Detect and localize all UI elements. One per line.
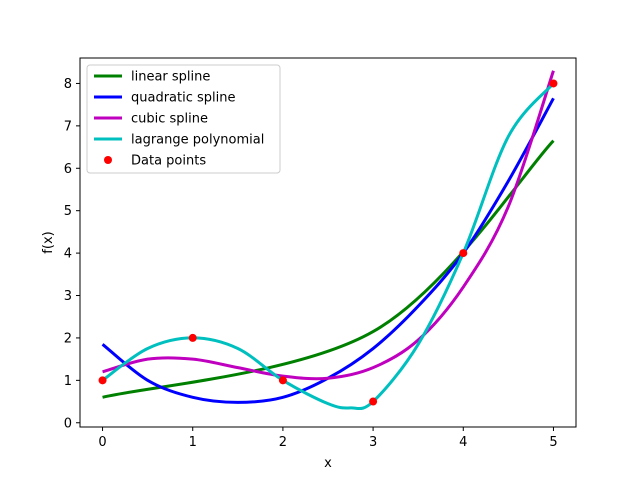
legend-marker (104, 156, 112, 164)
data-point (549, 79, 558, 88)
y-tick-label: 5 (64, 204, 72, 219)
legend-box (86, 64, 281, 174)
y-tick-label: 7 (64, 119, 72, 134)
data-point (188, 333, 197, 342)
x-axis-label: x (324, 456, 332, 471)
y-tick-label: 4 (64, 247, 72, 262)
data-point (369, 397, 378, 406)
x-tick-label: 1 (189, 435, 197, 450)
x-tick-label: 0 (98, 435, 106, 450)
y-tick-label: 0 (64, 416, 72, 431)
y-tick-label: 3 (64, 289, 72, 304)
y-tick-label: 6 (64, 162, 72, 177)
y-axis-label: f(x) (41, 231, 56, 253)
legend-label: linear spline (131, 70, 210, 85)
data-points-layer (98, 79, 558, 406)
data-point (98, 376, 107, 385)
legend-label: cubic spline (131, 112, 208, 127)
data-point (278, 376, 287, 385)
legend: linear spline quadratic spline cubic splin… (86, 64, 281, 174)
ticks-layer: 0 1 2 3 4 5 0 1 2 3 4 5 6 7 8 (64, 77, 558, 450)
y-tick-label: 1 (64, 374, 72, 389)
data-point (459, 249, 468, 258)
x-tick-label: 2 (279, 435, 287, 450)
plot-frame (79, 57, 577, 428)
x-tick-label: 4 (459, 435, 467, 450)
legend-label: lagrange polynomial (131, 133, 264, 148)
legend-label: Data points (131, 154, 206, 169)
y-tick-label: 8 (64, 77, 72, 92)
x-tick-label: 5 (549, 435, 557, 450)
y-tick-label: 2 (64, 331, 72, 346)
series-line-quadratic-spline (101, 97, 555, 404)
legend-label: quadratic spline (131, 91, 236, 106)
series-line-cubic-spline (102, 70, 555, 381)
x-tick-label: 3 (369, 435, 377, 450)
